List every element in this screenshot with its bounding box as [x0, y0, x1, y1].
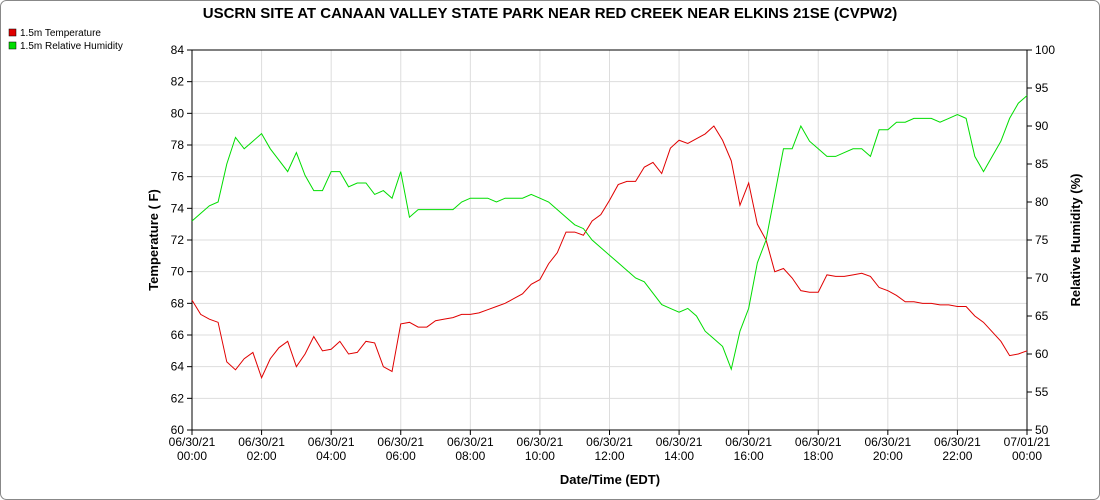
x-tick-label: 06/30/21 22:00 — [934, 435, 981, 463]
y2-tick-label: 65 — [1035, 309, 1049, 323]
x-tick-label: 06/30/21 10:00 — [517, 435, 564, 463]
legend-swatch — [8, 28, 17, 37]
y-tick-label: 68 — [171, 296, 185, 310]
y2-tick-label: 80 — [1035, 195, 1049, 209]
x-tick-label: 06/30/21 04:00 — [308, 435, 355, 463]
y-tick-label: 74 — [171, 201, 185, 215]
legend-label: 1.5m Temperature — [20, 28, 101, 39]
x-tick-label: 06/30/21 12:00 — [586, 435, 633, 463]
y-tick-label: 66 — [171, 328, 185, 342]
y-tick-label: 70 — [171, 265, 185, 279]
y2-tick-label: 70 — [1035, 271, 1049, 285]
x-tick-label: 06/30/21 16:00 — [725, 435, 772, 463]
x-tick-label: 06/30/21 06:00 — [377, 435, 424, 463]
y2-axis-label: Relative Humidity (%) — [1068, 174, 1083, 307]
y-axis-label: Temperature ( F) — [146, 189, 161, 291]
x-axis-label: Date/Time (EDT) — [560, 472, 660, 487]
series-line — [191, 95, 1028, 371]
y2-tick-label: 60 — [1035, 347, 1049, 361]
x-tick-label: 06/30/21 02:00 — [238, 435, 285, 463]
x-tick-label: 06/30/21 00:00 — [169, 435, 216, 463]
y2-tick-label: 100 — [1035, 43, 1055, 57]
y-tick-label: 64 — [171, 360, 185, 374]
y2-tick-label: 75 — [1035, 233, 1049, 247]
y-tick-label: 76 — [171, 170, 185, 184]
x-tick-label: 07/01/21 00:00 — [1004, 435, 1051, 463]
y-tick-label: 82 — [171, 75, 185, 89]
legend-swatch — [8, 41, 17, 50]
x-tick-label: 06/30/21 18:00 — [795, 435, 842, 463]
y2-tick-label: 85 — [1035, 157, 1049, 171]
y2-tick-label: 55 — [1035, 385, 1049, 399]
y-tick-label: 60 — [171, 423, 185, 437]
y2-tick-label: 90 — [1035, 119, 1049, 133]
x-tick-label: 06/30/21 14:00 — [656, 435, 703, 463]
legend-label: 1.5m Relative Humidity — [20, 41, 123, 52]
x-tick-label: 06/30/21 20:00 — [864, 435, 911, 463]
plot-border — [191, 49, 1028, 431]
chart-title: USCRN SITE AT CANAAN VALLEY STATE PARK N… — [203, 5, 898, 22]
y-tick-label: 84 — [171, 43, 185, 57]
y-tick-label: 62 — [171, 391, 185, 405]
y-tick-label: 78 — [171, 138, 185, 152]
y-tick-label: 80 — [171, 106, 185, 120]
y2-tick-label: 50 — [1035, 423, 1049, 437]
series-line — [191, 125, 1028, 380]
y2-tick-label: 95 — [1035, 81, 1049, 95]
y-tick-label: 72 — [171, 233, 185, 247]
x-tick-label: 06/30/21 08:00 — [447, 435, 494, 463]
